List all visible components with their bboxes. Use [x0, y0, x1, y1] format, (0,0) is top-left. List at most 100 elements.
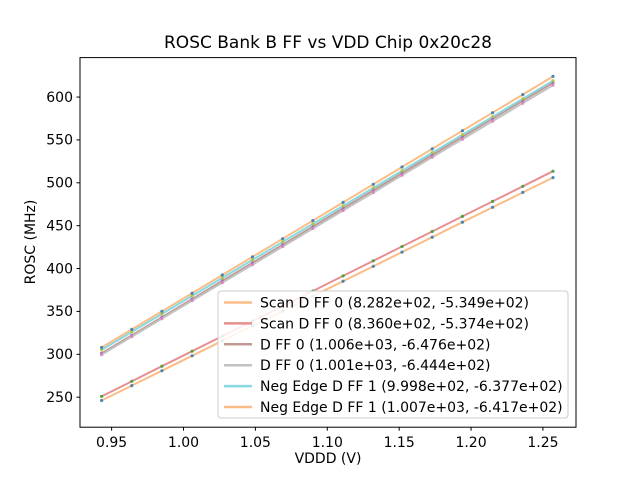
data-point: [311, 226, 315, 231]
data-point: [400, 169, 404, 173]
legend-box: [217, 290, 569, 419]
data-point: [430, 151, 434, 155]
data-point: [190, 294, 194, 298]
legend-label: Neg Edge D FF 1 (9.998e+02, -6.377e+02): [260, 379, 563, 395]
data-point: [551, 176, 555, 180]
data-point: [130, 379, 134, 383]
data-point: [491, 119, 495, 123]
series-line-4: [100, 79, 554, 351]
data-point: [341, 204, 345, 208]
x-tick-label: 1.00: [168, 435, 199, 451]
data-point: [130, 384, 134, 388]
data-point: [190, 299, 194, 303]
data-point: [400, 250, 404, 254]
data-point: [400, 165, 404, 169]
data-point: [100, 398, 104, 403]
data-point: [400, 244, 404, 249]
data-point: [220, 276, 224, 280]
data-point: [281, 240, 285, 244]
series-line-3: [100, 84, 554, 356]
y-tick-label: 250: [46, 390, 73, 406]
data-point: [491, 205, 495, 209]
data-point: [190, 291, 194, 295]
data-point: [130, 335, 134, 339]
series-line-2: [100, 81, 554, 355]
data-point: [551, 79, 555, 83]
y-tick-label: 600: [46, 90, 73, 106]
x-tick-label: 1.15: [384, 435, 415, 451]
data-point: [371, 186, 375, 190]
y-tick-label: 550: [46, 133, 73, 149]
x-tick-label: 1.10: [312, 435, 343, 451]
data-point: [400, 173, 404, 177]
data-point: [311, 219, 315, 223]
y-tick-label: 500: [46, 176, 73, 192]
data-point: [491, 199, 495, 203]
data-point: [491, 111, 495, 115]
data-point: [130, 327, 134, 331]
data-point: [220, 281, 224, 285]
data-point: [160, 317, 164, 321]
data-point: [430, 235, 434, 239]
data-point: [551, 169, 555, 173]
data-point: [100, 394, 104, 398]
data-point: [160, 369, 164, 373]
y-tick-label: 450: [46, 218, 73, 234]
data-point: [521, 101, 525, 105]
legend-label: Scan D FF 0 (8.360e+02, -5.374e+02): [260, 316, 529, 332]
x-tick-label: 0.95: [96, 435, 127, 451]
x-axis-label: VDDD (V): [294, 451, 362, 467]
data-point: [551, 83, 555, 87]
data-point: [521, 190, 525, 194]
legend-label: Neg Edge D FF 1 (1.007e+03, -6.417e+02): [260, 400, 563, 416]
data-point: [521, 93, 525, 97]
legend-label: D FF 0 (1.001e+03, -6.444e+02): [260, 358, 491, 374]
data-point: [460, 214, 464, 218]
data-point: [311, 222, 315, 226]
series-line-1: [100, 170, 554, 398]
chart-title: ROSC Bank B FF vs VDD Chip 0x20c28: [164, 33, 492, 53]
x-tick-label: 1.20: [455, 435, 486, 451]
data-point: [220, 273, 224, 277]
y-tick-label: 300: [46, 347, 73, 363]
data-point: [491, 115, 495, 119]
data-point: [460, 133, 464, 137]
data-point: [430, 147, 434, 151]
data-point: [460, 129, 464, 133]
series-line-0: [100, 176, 554, 402]
data-point: [281, 237, 285, 241]
data-point: [281, 244, 285, 249]
x-tick-label: 1.05: [240, 435, 271, 451]
data-point: [460, 220, 464, 224]
data-point: [130, 330, 134, 334]
data-point: [371, 259, 375, 263]
data-point: [341, 208, 345, 213]
data-point: [430, 229, 434, 234]
y-tick-label: 350: [46, 304, 73, 320]
data-point: [371, 264, 375, 268]
data-point: [160, 309, 164, 313]
data-point: [341, 279, 345, 283]
data-point: [100, 353, 104, 357]
data-point: [100, 348, 104, 352]
data-point: [521, 97, 525, 101]
data-point: [551, 74, 555, 78]
legend-label: D FF 0 (1.006e+03, -6.476e+02): [260, 337, 491, 353]
data-point: [430, 155, 434, 159]
data-point: [100, 345, 104, 350]
legend-label: Scan D FF 0 (8.282e+02, -5.349e+02): [260, 296, 529, 312]
y-tick-label: 400: [46, 261, 73, 277]
data-point: [160, 364, 164, 368]
data-point: [190, 354, 194, 358]
data-point: [160, 312, 164, 316]
data-point: [460, 137, 464, 141]
data-point: [250, 255, 255, 259]
data-point: [371, 190, 375, 195]
data-point: [250, 258, 255, 262]
series-line-5: [100, 75, 554, 349]
data-point: [371, 182, 375, 186]
data-point: [341, 274, 345, 278]
data-point: [250, 263, 255, 267]
